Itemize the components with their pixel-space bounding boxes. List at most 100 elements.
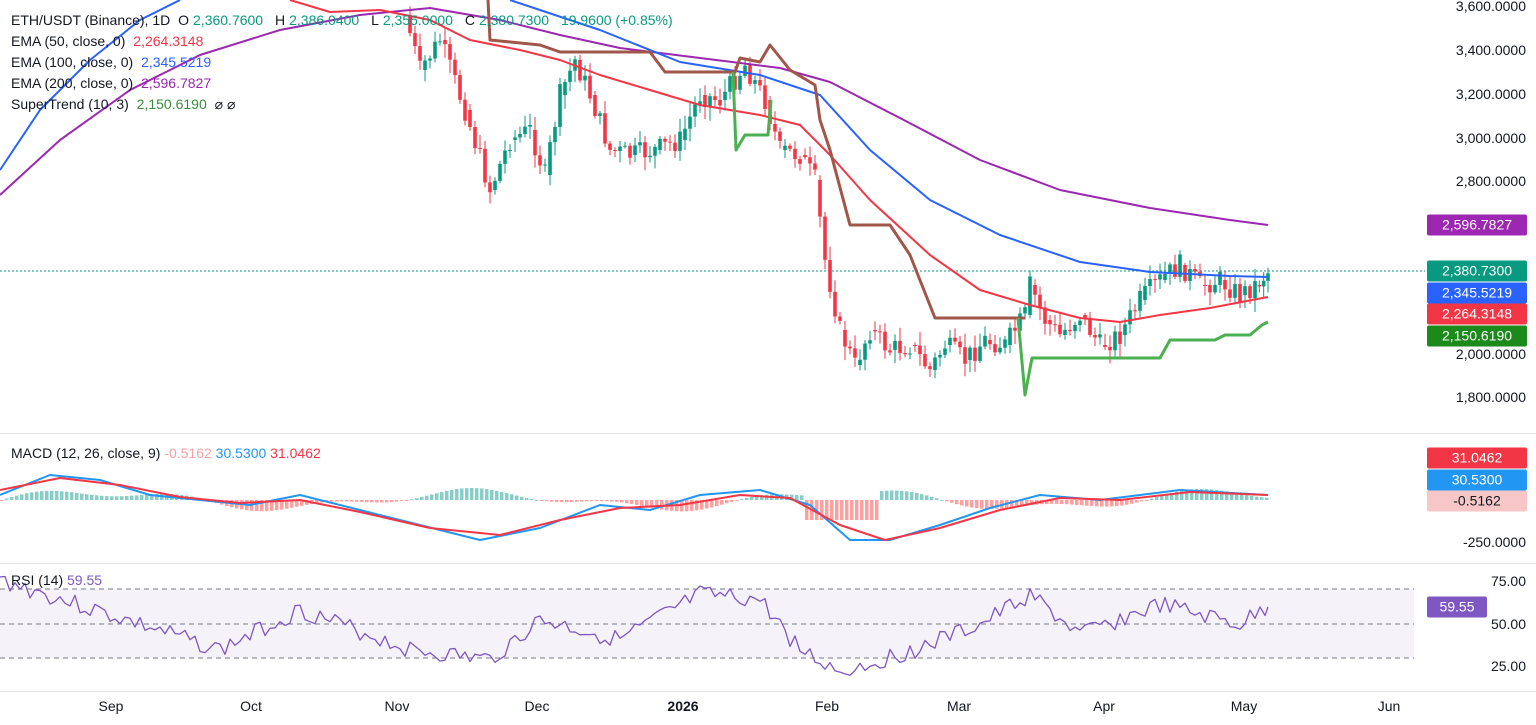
ema50-legend[interactable]: EMA (50, close, 0) 2,264.3148: [0, 31, 677, 52]
candle-body: [1013, 327, 1017, 331]
symbol-ohlc-line[interactable]: ETH/USDT (Binance), 1D O 2,360.7600 H 2,38…: [0, 10, 677, 31]
macd-legend[interactable]: MACD (12, 26, close, 9) -0.5162 30.5300 …: [11, 445, 321, 461]
candle-body: [853, 348, 857, 358]
candle-body: [1038, 294, 1042, 308]
macd-histogram-bar: [110, 496, 114, 500]
macd-histogram-bar: [890, 490, 894, 500]
candle-body: [1266, 273, 1270, 281]
macd-histogram-bar: [100, 495, 104, 500]
macd-histogram-bar: [620, 500, 624, 503]
candle-body: [998, 347, 1002, 353]
macd-histogram-bar: [1205, 489, 1209, 500]
macd-histogram-bar: [420, 496, 424, 500]
candle-body: [1093, 334, 1097, 338]
macd-histogram-bar: [45, 490, 49, 500]
macd-histogram-bar: [390, 500, 394, 503]
candle-body: [543, 164, 547, 166]
macd-histogram-bar: [255, 500, 259, 512]
candle-body: [1158, 274, 1162, 280]
candle-body: [968, 347, 972, 360]
macd-histogram-bar: [80, 493, 84, 500]
candle-body: [658, 138, 662, 150]
candle-body: [1043, 307, 1047, 324]
symbol-label[interactable]: ETH/USDT (Binance), 1D: [11, 12, 171, 28]
candlestick-series: [408, 6, 1270, 379]
macd-histogram-bar: [735, 500, 739, 501]
macd-histogram-bar: [710, 500, 714, 508]
price-axis-tick: 3,400.0000: [1455, 42, 1526, 58]
macd-histogram-bar: [335, 500, 339, 502]
macd-histogram-bar: [380, 500, 384, 503]
macd-histogram-bar: [915, 492, 919, 500]
candle-body: [898, 340, 902, 354]
macd-histogram-bar: [750, 496, 754, 500]
candle-body: [1138, 291, 1142, 311]
candle-body: [923, 354, 927, 367]
macd-histogram-bar: [135, 495, 139, 500]
candle-body: [1063, 329, 1067, 335]
macd-histogram-bar: [885, 490, 889, 500]
macd-histogram-bar: [140, 494, 144, 500]
candle-body: [1148, 279, 1152, 286]
supertrend-down-line: [486, 0, 1025, 320]
candle-body: [478, 148, 482, 150]
macd-histogram-bar: [970, 500, 974, 508]
macd-histogram-bar: [400, 500, 404, 501]
macd-histogram-bar: [760, 495, 764, 500]
rsi-axis-tick: 50.00: [1490, 616, 1526, 632]
candle-body: [683, 128, 687, 140]
macd-histogram-bar: [495, 490, 499, 500]
ema100-price-tag: 2,345.5219: [1427, 282, 1527, 304]
macd-histogram-bar: [295, 500, 299, 507]
candle-body: [1088, 317, 1092, 335]
macd-histogram-bar: [1135, 500, 1139, 503]
macd-histogram-bar: [1070, 500, 1074, 505]
macd-hist-tag: -0.5162: [1427, 490, 1527, 512]
macd-histogram-bar: [75, 492, 79, 500]
macd-histogram-bar: [615, 500, 619, 502]
macd-histogram-bar: [975, 500, 979, 509]
candle-body: [503, 150, 507, 164]
rsi-legend[interactable]: RSI (14) 59.55: [11, 572, 102, 588]
candle-body: [933, 357, 937, 370]
macd-histogram-bar: [275, 500, 279, 511]
macd-histogram-bar: [905, 491, 909, 500]
time-axis-label: Nov: [384, 698, 410, 714]
ema200-legend[interactable]: EMA (200, close, 0) 2,596.7827: [0, 73, 677, 94]
candle-body: [808, 157, 812, 164]
rsi-axis-tick: 75.00: [1490, 573, 1526, 589]
macd-histogram-bar: [535, 499, 539, 501]
macd-histogram-bar: [1250, 495, 1254, 500]
macd-histogram-bar: [930, 496, 934, 500]
macd-histogram-bar: [430, 494, 434, 500]
candle-body: [1133, 310, 1137, 312]
macd-histogram-bar: [1090, 500, 1094, 507]
rsi-label: RSI (14): [11, 572, 64, 588]
candle-body: [1083, 315, 1087, 318]
macd-histogram-bar: [525, 497, 529, 500]
supertrend-legend[interactable]: SuperTrend (10, 3) 2,150.6190 ⌀ ⌀: [0, 94, 677, 115]
candle-body: [763, 85, 767, 109]
candle-body: [603, 113, 607, 144]
macd-histogram-bar: [10, 496, 14, 500]
macd-histogram-bar: [505, 493, 509, 500]
candle-body: [958, 341, 962, 348]
macd-histogram-bar: [345, 500, 349, 502]
macd-histogram-bar: [700, 500, 704, 510]
candle-body: [1018, 313, 1022, 331]
macd-histogram-bar: [585, 500, 589, 502]
macd-histogram-bar: [115, 496, 119, 500]
macd-histogram-bar: [285, 500, 289, 509]
ema100-legend[interactable]: EMA (100, close, 0) 2,345.5219: [0, 52, 677, 73]
candle-body: [778, 131, 782, 141]
macd-histogram-bar: [600, 500, 604, 502]
candle-body: [518, 133, 522, 138]
candle-body: [1257, 285, 1262, 287]
macd-histogram-bar: [645, 500, 649, 507]
candle-body: [1113, 331, 1117, 351]
rsi-value: 59.55: [67, 572, 103, 588]
candle-body: [1178, 254, 1182, 277]
candle-body: [843, 330, 847, 347]
macd-histogram-bar: [1230, 492, 1234, 500]
